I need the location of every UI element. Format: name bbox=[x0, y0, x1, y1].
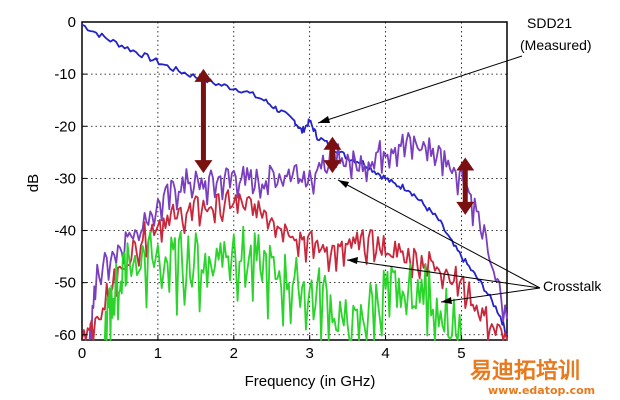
grid bbox=[82, 22, 507, 340]
arrow-head-down bbox=[194, 160, 213, 174]
arrow-head-down bbox=[456, 201, 475, 215]
crosstalk-callout-green-head bbox=[441, 297, 452, 304]
plot-frame bbox=[81, 21, 508, 341]
arrow-head-up bbox=[194, 68, 213, 82]
series-layer bbox=[81, 23, 508, 341]
crosstalk-callout-purple bbox=[337, 179, 541, 289]
sdd21-callout-line bbox=[317, 55, 523, 124]
x-tick-label: 3 bbox=[306, 345, 314, 362]
watermark-url: www.edatop.com bbox=[488, 384, 595, 397]
callout-lines bbox=[317, 55, 541, 304]
series-line-3 bbox=[103, 225, 463, 341]
double-arrow-0 bbox=[194, 68, 213, 174]
crosstalk-callout-purple-head bbox=[338, 180, 349, 188]
x-axis-label: Frequency (in GHz) bbox=[245, 373, 376, 390]
arrow-head-down bbox=[323, 160, 342, 174]
plot-area bbox=[81, 21, 508, 341]
sdd21-callout-arrowhead bbox=[318, 116, 330, 123]
y-tick-label: 0 bbox=[68, 14, 76, 31]
series-line-0 bbox=[81, 23, 508, 336]
x-tick-label: 4 bbox=[381, 345, 389, 362]
watermark: 易迪拓培训 www.edatop.com bbox=[470, 358, 595, 397]
y-tick-label: -20 bbox=[54, 118, 76, 135]
arrow-head-up bbox=[456, 157, 475, 171]
x-tick-label: 2 bbox=[230, 345, 238, 362]
series-line-1 bbox=[88, 131, 508, 341]
crosstalk-callout-red-head bbox=[347, 257, 358, 264]
y-tick-label: -10 bbox=[54, 66, 76, 83]
series-line-2 bbox=[81, 189, 508, 341]
crosstalk-callout-red bbox=[346, 259, 541, 289]
y-tick-label: -60 bbox=[54, 327, 76, 344]
sdd21-measured-label: (Measured) bbox=[520, 37, 592, 53]
y-tick-label: -30 bbox=[54, 170, 76, 187]
arrows-layer bbox=[194, 68, 475, 215]
y-ticks: 0 -10 -20 -30 -40 -50 -60 bbox=[54, 14, 87, 344]
x-ticks: 0 1 2 3 4 5 bbox=[78, 335, 466, 362]
double-arrow-2 bbox=[456, 157, 475, 215]
sdd21-label: SDD21 bbox=[527, 15, 572, 31]
y-tick-label: -50 bbox=[54, 275, 76, 292]
crosstalk-label: Crosstalk bbox=[543, 278, 602, 294]
watermark-chinese: 易迪拓培训 bbox=[470, 358, 580, 384]
y-tick-label: -40 bbox=[54, 223, 76, 240]
x-tick-label: 0 bbox=[78, 345, 86, 362]
x-tick-label: 5 bbox=[457, 345, 465, 362]
y-axis-label: dB bbox=[25, 174, 42, 192]
arrow-head-up bbox=[323, 136, 342, 150]
double-arrow-1 bbox=[323, 136, 342, 174]
x-tick-label: 1 bbox=[154, 345, 162, 362]
crosstalk-callout-green bbox=[440, 287, 541, 303]
